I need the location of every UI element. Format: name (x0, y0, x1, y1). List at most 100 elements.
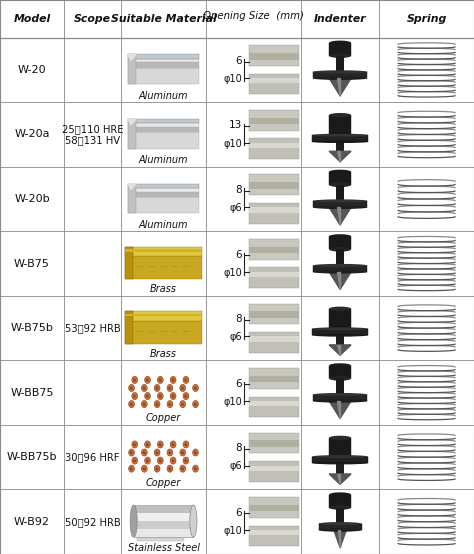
Ellipse shape (159, 394, 162, 398)
Ellipse shape (160, 459, 162, 460)
Text: 8: 8 (236, 443, 242, 453)
Ellipse shape (329, 113, 351, 117)
Ellipse shape (180, 401, 186, 408)
Ellipse shape (192, 401, 199, 408)
Ellipse shape (147, 443, 149, 444)
Bar (249, 272, 299, 277)
Bar (128, 192, 200, 197)
Text: φ10: φ10 (223, 526, 242, 536)
Ellipse shape (312, 327, 368, 330)
Bar (134, 529, 193, 537)
Ellipse shape (155, 402, 159, 406)
Bar (336, 142, 344, 151)
Bar (249, 203, 299, 224)
Ellipse shape (183, 457, 189, 464)
Ellipse shape (157, 403, 158, 404)
Bar (336, 335, 344, 345)
Ellipse shape (157, 457, 163, 464)
Polygon shape (337, 401, 340, 418)
Bar (329, 237, 351, 249)
Ellipse shape (313, 399, 367, 403)
Ellipse shape (128, 465, 135, 472)
Bar (336, 249, 344, 271)
Ellipse shape (186, 459, 187, 460)
Text: Suitable Material: Suitable Material (110, 14, 217, 24)
Ellipse shape (159, 443, 162, 446)
Ellipse shape (130, 505, 137, 537)
Ellipse shape (312, 455, 368, 458)
Ellipse shape (143, 451, 146, 454)
Bar (329, 43, 351, 56)
Bar (249, 45, 299, 66)
Ellipse shape (181, 467, 184, 470)
Ellipse shape (141, 384, 147, 392)
Ellipse shape (319, 522, 362, 525)
Bar (312, 329, 368, 335)
Ellipse shape (147, 395, 149, 396)
Polygon shape (337, 151, 340, 162)
Ellipse shape (181, 451, 184, 454)
Ellipse shape (170, 457, 176, 464)
Polygon shape (329, 401, 351, 418)
Ellipse shape (133, 443, 136, 446)
Text: φ10: φ10 (223, 268, 242, 278)
Ellipse shape (145, 468, 146, 469)
Bar (249, 175, 299, 195)
Bar (128, 54, 137, 84)
Ellipse shape (130, 386, 133, 389)
Ellipse shape (168, 386, 172, 389)
Bar (128, 183, 137, 213)
Ellipse shape (168, 467, 172, 470)
Ellipse shape (157, 441, 163, 448)
Ellipse shape (128, 449, 135, 456)
Bar (249, 110, 299, 131)
Bar (249, 332, 299, 353)
Ellipse shape (196, 387, 197, 388)
Text: 6: 6 (236, 249, 242, 259)
Ellipse shape (167, 384, 173, 392)
Ellipse shape (145, 441, 150, 448)
Ellipse shape (180, 465, 186, 472)
Ellipse shape (132, 387, 133, 388)
Text: Stainless Steel: Stainless Steel (128, 542, 200, 552)
Ellipse shape (192, 384, 199, 392)
Polygon shape (329, 151, 351, 162)
Ellipse shape (181, 402, 184, 406)
Bar (249, 433, 299, 453)
Bar (249, 497, 299, 518)
Polygon shape (128, 183, 137, 189)
Text: φ6: φ6 (229, 332, 242, 342)
Text: Spring: Spring (407, 14, 447, 24)
Bar (128, 54, 200, 59)
Ellipse shape (132, 457, 137, 464)
Ellipse shape (329, 234, 351, 239)
Text: 6: 6 (236, 507, 242, 517)
Bar (249, 401, 299, 406)
Ellipse shape (154, 401, 160, 408)
Bar (312, 135, 368, 142)
Bar (249, 397, 299, 417)
Ellipse shape (168, 451, 172, 454)
Ellipse shape (196, 468, 197, 469)
Bar (336, 463, 344, 474)
Bar (249, 465, 299, 471)
Bar (137, 538, 184, 541)
Ellipse shape (130, 467, 133, 470)
Polygon shape (128, 119, 137, 125)
Text: 25～110 HRE
58～131 HV: 25～110 HRE 58～131 HV (62, 124, 123, 145)
Ellipse shape (329, 505, 351, 510)
Ellipse shape (160, 395, 162, 396)
Ellipse shape (313, 70, 367, 74)
Bar (134, 513, 193, 521)
Bar (249, 505, 299, 511)
Ellipse shape (155, 386, 159, 389)
Text: 30～96 HRF: 30～96 HRF (65, 452, 119, 462)
Ellipse shape (194, 451, 197, 454)
Ellipse shape (329, 170, 351, 174)
Ellipse shape (141, 465, 147, 472)
Bar (249, 207, 299, 213)
Ellipse shape (135, 395, 136, 396)
Bar (336, 185, 344, 207)
Ellipse shape (172, 378, 174, 382)
Text: Brass: Brass (150, 284, 177, 294)
